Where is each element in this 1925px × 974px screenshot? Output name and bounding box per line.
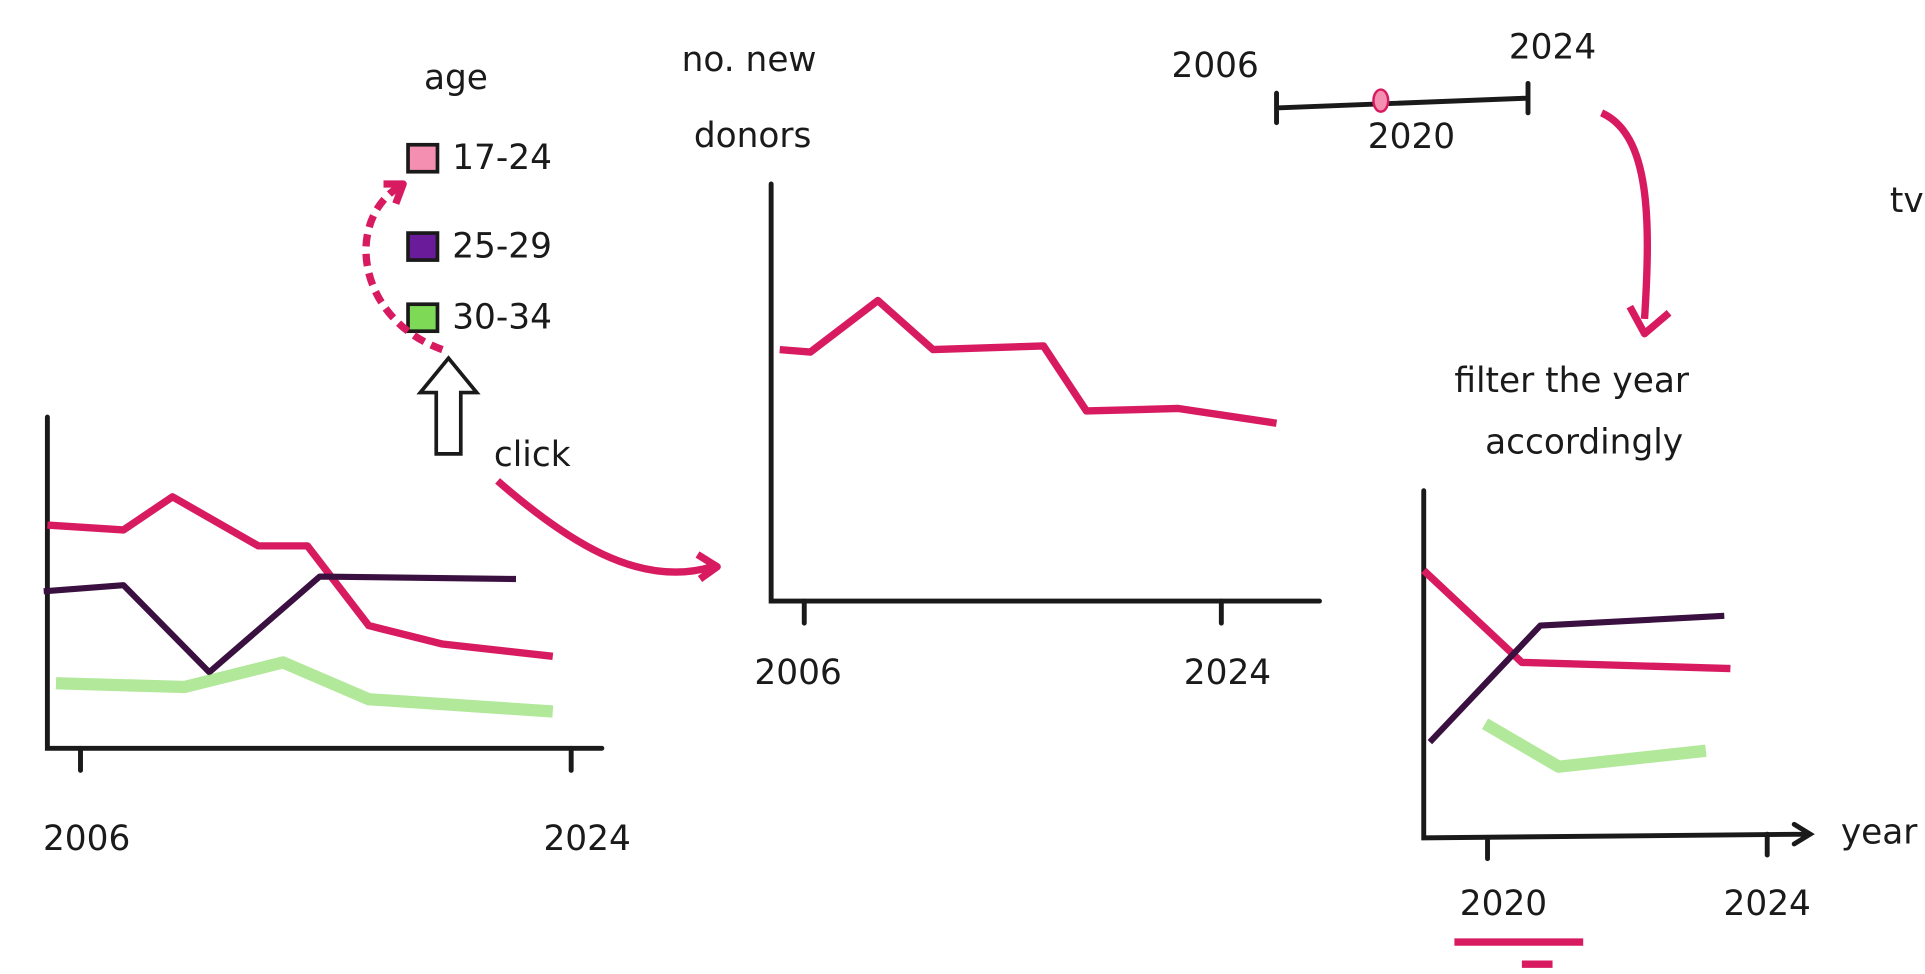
arrow-head bbox=[695, 551, 721, 582]
x-end: 2024 bbox=[1724, 884, 1811, 924]
ticks bbox=[78, 745, 574, 773]
y-label: donors bbox=[694, 116, 812, 156]
link-arrow bbox=[495, 478, 714, 576]
cut-text: tve bbox=[1890, 181, 1925, 221]
click-note: click bbox=[494, 435, 571, 475]
legend-label[interactable]: 30-34 bbox=[452, 297, 552, 337]
x-start: 2006 bbox=[43, 819, 130, 859]
click-arrow bbox=[416, 355, 481, 456]
filter-note: filter the year bbox=[1454, 361, 1689, 401]
axes bbox=[1421, 488, 1815, 847]
legend-label[interactable]: 25-29 bbox=[452, 226, 552, 266]
slider-start: 2006 bbox=[1172, 46, 1259, 86]
ticks bbox=[1485, 831, 1770, 862]
slider-track[interactable] bbox=[1274, 80, 1531, 126]
legend-label[interactable]: 17-24 bbox=[452, 138, 552, 178]
line bbox=[779, 296, 1278, 427]
arrow-head bbox=[1626, 304, 1672, 338]
slider-handle[interactable] bbox=[1372, 88, 1390, 113]
swap-arrow bbox=[362, 183, 444, 354]
axes bbox=[768, 181, 1322, 604]
filter-note: accordingly bbox=[1485, 423, 1683, 463]
line-17-24 bbox=[1421, 567, 1731, 673]
ticks bbox=[801, 598, 1224, 626]
legend-swatch[interactable] bbox=[406, 302, 440, 334]
line-25-29 bbox=[43, 573, 517, 676]
line-30-34 bbox=[1481, 718, 1707, 773]
slider-end: 2024 bbox=[1509, 28, 1596, 68]
right-chart: year 2020 2024 bbox=[1421, 488, 1918, 968]
legend-swatch[interactable] bbox=[406, 231, 440, 262]
left-chart: 2006 2024 bbox=[43, 414, 631, 859]
x-start: 2006 bbox=[754, 653, 841, 693]
x-start: 2020 bbox=[1460, 884, 1547, 924]
line-17-24 bbox=[47, 493, 554, 660]
arrow-head bbox=[383, 180, 407, 205]
underline bbox=[1454, 938, 1584, 968]
middle-chart: no. new donors 2006 2024 bbox=[682, 40, 1322, 693]
y-label: no. new bbox=[682, 40, 817, 80]
x-end: 2024 bbox=[543, 819, 630, 859]
legend-swatch[interactable] bbox=[406, 142, 440, 174]
filter-arrow bbox=[1599, 109, 1652, 320]
slider-value: 2020 bbox=[1368, 117, 1455, 157]
legend-title: age bbox=[424, 58, 488, 98]
x-end: 2024 bbox=[1184, 653, 1271, 693]
line-30-34 bbox=[55, 656, 554, 718]
x-label: year bbox=[1841, 813, 1918, 853]
year-slider[interactable]: 2006 2024 2020 bbox=[1172, 28, 1597, 158]
line-25-29 bbox=[1427, 612, 1725, 745]
